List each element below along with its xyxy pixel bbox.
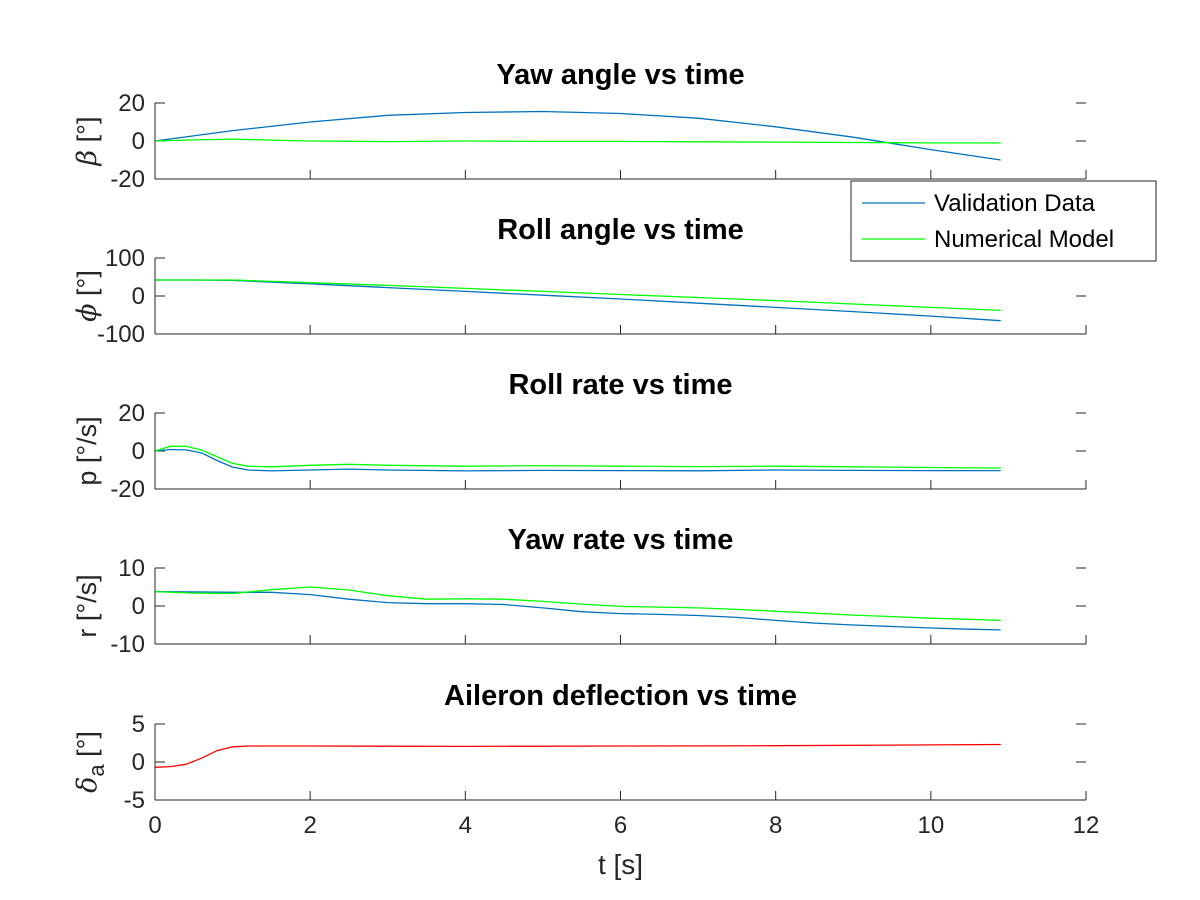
y-axis-label: β [°] — [72, 117, 103, 167]
y-tick-label: -20 — [110, 166, 145, 193]
series-line-validation-data — [155, 279, 1001, 322]
series-line-validation-data — [154, 110, 1001, 161]
y-tick-label: 10 — [118, 555, 145, 582]
x-tick-label: 0 — [148, 812, 161, 839]
x-tick-label: 2 — [303, 812, 316, 839]
subplot-2: Roll angle vs time ϕ [°]100 0 -100 — [72, 214, 1087, 348]
y-tick-label: 100 — [105, 245, 145, 272]
y-axis-label-unit: [°] — [72, 270, 102, 303]
y-tick-label: 0 — [132, 128, 145, 155]
x-tick-label: 4 — [459, 812, 472, 839]
y-tick-label: -5 — [124, 787, 145, 814]
y-tick-label: 0 — [132, 283, 145, 310]
series-line-validation-data — [154, 590, 1001, 631]
y-axis-label-symbol: ϕ — [72, 303, 103, 321]
series-line-numerical-model — [154, 586, 1001, 622]
y-axis-label-unit: p [°/s] — [72, 416, 102, 485]
y-axis-label-symbol: δ — [72, 777, 103, 793]
x-axis-label: t [s] — [598, 849, 643, 880]
y-axis-label-unit: r [°/s] — [72, 574, 102, 637]
x-tick-label: 8 — [769, 812, 782, 839]
y-axis-label-subscript: a — [84, 764, 109, 777]
y-axis-label: ϕ [°] — [72, 270, 103, 322]
series-line-validation-data — [154, 448, 1001, 472]
subplot-title: Aileron deflection vs time — [444, 680, 797, 712]
series-line-numerical-model — [155, 279, 1001, 312]
y-axis-label-unit: [°] — [72, 117, 102, 150]
legend-label-numerical: Numerical Model — [934, 226, 1114, 253]
y-axis-label: δa [°] — [72, 731, 109, 793]
x-tick-label: 12 — [1073, 812, 1100, 839]
y-tick-label: -20 — [110, 476, 145, 503]
subplot-1: Yaw angle vs time β [°] 20 0 -20 — [72, 59, 1087, 193]
series-line-aileron — [154, 743, 1001, 768]
y-tick-label: 20 — [118, 400, 145, 427]
subplot-title: Yaw angle vs time — [496, 59, 744, 91]
legend-box — [850, 180, 1157, 262]
subplot-3: Roll rate vs time p [°/s] 20 0 -20 — [72, 369, 1087, 503]
y-axis-label-symbol: β — [72, 150, 103, 167]
legend: Validation Data Numerical Model — [850, 180, 1157, 262]
subplot-title: Roll angle vs time — [497, 214, 744, 246]
subplot-4: Yaw rate vs time r [°/s] 10 0 -10 — [72, 524, 1087, 658]
x-tick-label: 6 — [614, 812, 627, 839]
y-axis-label-unit: [°] — [72, 731, 102, 764]
y-tick-label: 0 — [132, 593, 145, 620]
y-tick-label: 5 — [132, 711, 145, 738]
y-tick-label: -10 — [110, 631, 145, 658]
x-tick-label: 10 — [917, 812, 944, 839]
subplot-title: Yaw rate vs time — [508, 524, 734, 556]
series-line-numerical-model — [154, 445, 1001, 469]
y-tick-label: 0 — [132, 438, 145, 465]
y-tick-label: 0 — [132, 749, 145, 776]
legend-label-validation: Validation Data — [934, 190, 1096, 217]
y-axis-label: r [°/s] — [72, 574, 102, 637]
subplot-title: Roll rate vs time — [508, 369, 732, 401]
series-line-numerical-model — [154, 138, 1001, 144]
y-tick-label: 20 — [118, 90, 145, 117]
y-axis-label: p [°/s] — [72, 416, 102, 485]
y-tick-label: -100 — [97, 321, 145, 348]
